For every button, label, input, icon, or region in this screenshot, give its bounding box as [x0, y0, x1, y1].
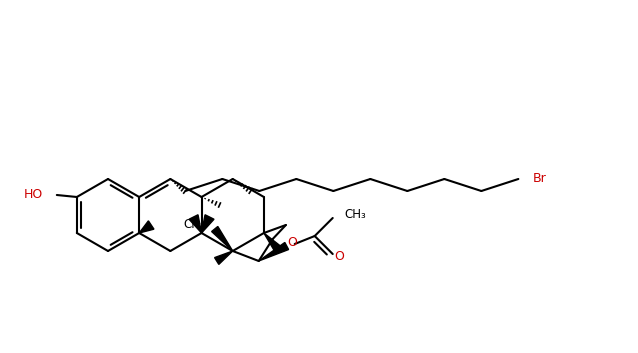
Text: CH₃: CH₃	[183, 219, 205, 232]
Polygon shape	[214, 251, 233, 264]
Polygon shape	[264, 233, 281, 252]
Text: HO: HO	[24, 189, 43, 202]
Polygon shape	[139, 221, 154, 233]
Text: CH₃: CH₃	[345, 209, 366, 221]
Text: O: O	[286, 237, 297, 250]
Polygon shape	[189, 215, 202, 233]
Polygon shape	[212, 227, 233, 251]
Polygon shape	[202, 215, 214, 233]
Text: O: O	[334, 250, 344, 263]
Text: Br: Br	[532, 173, 546, 185]
Polygon shape	[258, 243, 288, 261]
